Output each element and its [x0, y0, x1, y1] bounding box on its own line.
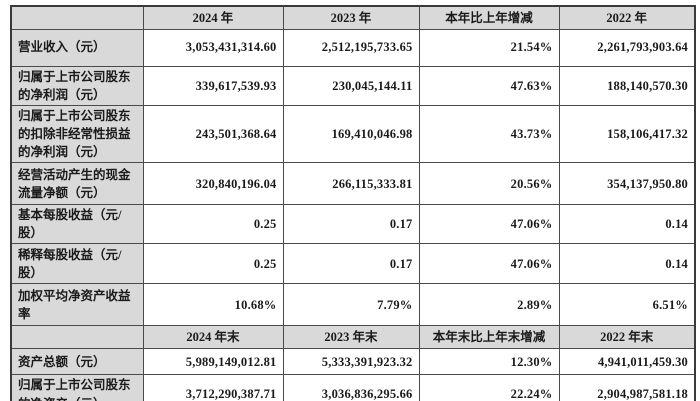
cell-value: 169,410,046.98 [282, 104, 420, 164]
row-label: 经营活动产生的现金流量净额（元） [10, 162, 144, 206]
cell-value: 243,501,368.64 [142, 104, 284, 164]
cell-value: 0.25 [142, 243, 284, 285]
cell-value: 3,036,836,295.66 [282, 374, 420, 401]
period-header-2023: 2023 年 [282, 5, 420, 30]
row-label: 稀释每股收益（元/股） [10, 243, 144, 285]
table-row-diluted-eps: 稀释每股收益（元/股） 0.25 0.17 47.06% 0.14 [10, 243, 696, 285]
period-header-change: 本年比上年增减 [418, 5, 560, 30]
cell-value: 7.79% [282, 283, 420, 327]
cell-value: 0.14 [558, 204, 696, 245]
table-row-revenue: 营业收入（元） 3,053,431,314.60 2,512,195,733.6… [10, 28, 696, 67]
cell-value: 2.89% [418, 283, 560, 327]
eoy-header-row: 2024 年末 2023 年末 本年末比上年末增减 2022 年末 [10, 325, 696, 350]
cell-value: 4,941,011,459.30 [558, 348, 696, 376]
cell-value: 6.51% [558, 283, 696, 327]
cell-value: 5,333,391,923.32 [282, 348, 420, 376]
row-label: 营业收入（元） [10, 28, 144, 67]
cell-value: 5,989,149,012.81 [142, 348, 284, 376]
cell-value: 21.54% [418, 28, 560, 67]
row-label: 归属于上市公司股东的扣除非经常性损益的净利润（元） [10, 104, 144, 164]
cell-value: 22.24% [418, 374, 560, 401]
eoy-header-2022: 2022 年末 [558, 325, 696, 350]
cell-value: 2,904,987,581.18 [558, 374, 696, 401]
table-row-net-profit-deducted: 归属于上市公司股东的扣除非经常性损益的净利润（元） 243,501,368.64… [10, 104, 696, 164]
eoy-header-corner [10, 325, 144, 350]
cell-value: 43.73% [418, 104, 560, 164]
cell-value: 266,115,333.81 [282, 162, 420, 206]
row-label: 资产总额（元） [10, 348, 144, 376]
cell-value: 3,053,431,314.60 [142, 28, 284, 67]
cell-value: 10.68% [142, 283, 284, 327]
eoy-header-2023: 2023 年末 [282, 325, 420, 350]
cell-value: 0.17 [282, 204, 420, 245]
row-label: 基本每股收益（元/股） [10, 204, 144, 245]
cell-value: 20.56% [418, 162, 560, 206]
table-row-total-assets: 资产总额（元） 5,989,149,012.81 5,333,391,923.3… [10, 348, 696, 376]
row-label: 归属于上市公司股东的净利润（元） [10, 65, 144, 106]
eoy-header-change: 本年末比上年末增减 [418, 325, 560, 350]
row-label: 归属于上市公司股东的净资产（元） [10, 374, 144, 401]
cell-value: 230,045,144.11 [282, 65, 420, 106]
cell-value: 0.25 [142, 204, 284, 245]
cell-value: 47.06% [418, 204, 560, 245]
period-header-row: 2024 年 2023 年 本年比上年增减 2022 年 [10, 5, 696, 30]
cell-value: 3,712,290,387.71 [142, 374, 284, 401]
cell-value: 320,840,196.04 [142, 162, 284, 206]
table-row-net-assets: 归属于上市公司股东的净资产（元） 3,712,290,387.71 3,036,… [10, 374, 696, 401]
eoy-header-2024: 2024 年末 [142, 325, 284, 350]
row-label: 加权平均净资产收益率 [10, 283, 144, 327]
table-row-basic-eps: 基本每股收益（元/股） 0.25 0.17 47.06% 0.14 [10, 204, 696, 245]
cell-value: 2,261,793,903.64 [558, 28, 696, 67]
cell-value: 354,137,950.80 [558, 162, 696, 206]
table-row-weighted-avg-roe: 加权平均净资产收益率 10.68% 7.79% 2.89% 6.51% [10, 283, 696, 327]
period-header-corner [10, 5, 144, 30]
financial-summary-table: 2024 年 2023 年 本年比上年增减 2022 年 营业收入（元） 3,0… [10, 5, 696, 401]
table-row-net-profit: 归属于上市公司股东的净利润（元） 339,617,539.93 230,045,… [10, 65, 696, 106]
cell-value: 12.30% [418, 348, 560, 376]
cell-value: 158,106,417.32 [558, 104, 696, 164]
cell-value: 47.63% [418, 65, 560, 106]
period-header-2022: 2022 年 [558, 5, 696, 30]
table-row-operating-cash-flow: 经营活动产生的现金流量净额（元） 320,840,196.04 266,115,… [10, 162, 696, 206]
cell-value: 2,512,195,733.65 [282, 28, 420, 67]
cell-value: 0.17 [282, 243, 420, 285]
cell-value: 188,140,570.30 [558, 65, 696, 106]
cell-value: 0.14 [558, 243, 696, 285]
cell-value: 339,617,539.93 [142, 65, 284, 106]
cell-value: 47.06% [418, 243, 560, 285]
period-header-2024: 2024 年 [142, 5, 284, 30]
